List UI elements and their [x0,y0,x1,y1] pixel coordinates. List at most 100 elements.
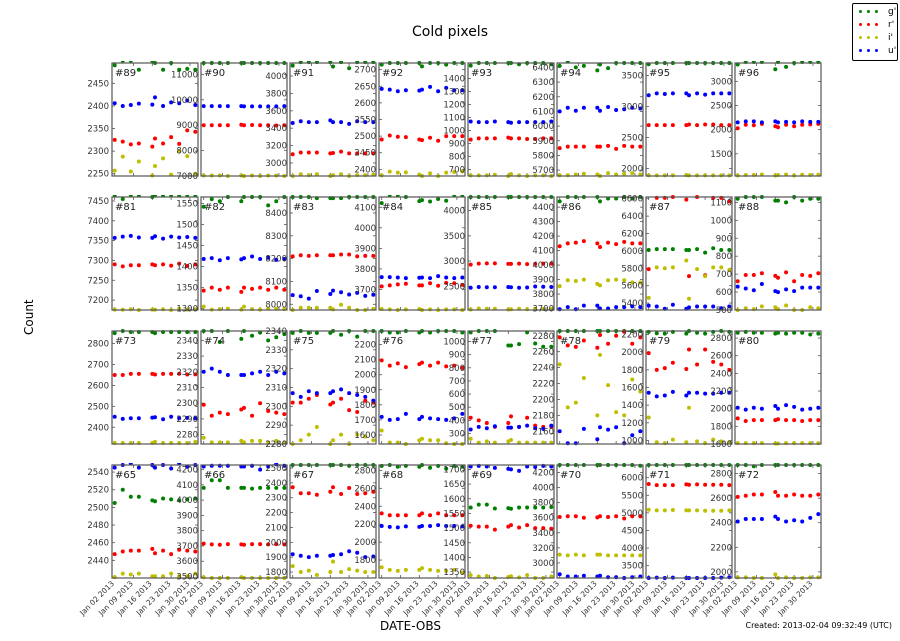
data-point [339,396,344,401]
data-point [654,331,659,336]
data-point [339,387,344,392]
data-point [217,199,222,204]
panel-id-label: #87 [649,202,670,213]
data-point [776,330,780,335]
data-point [387,275,392,280]
data-point [751,119,756,124]
data-point [177,371,182,376]
data-point [646,303,651,308]
y-tick-label: 2000 [354,371,376,381]
data-point [379,62,384,67]
data-point [598,514,602,519]
y-tick-label: 2440 [87,556,109,566]
data-point [314,150,319,155]
y-tick-label: 3000 [443,257,465,267]
data-point [314,172,319,177]
data-point [331,438,335,443]
data-point [169,263,174,268]
data-point [258,485,263,490]
y-tick-label: 8200 [265,255,287,265]
data-point [773,514,778,519]
data-point [177,547,182,552]
data-point [136,141,141,146]
data-point [606,341,611,346]
data-point [687,248,691,253]
data-point [606,240,611,245]
data-point [452,523,457,528]
panel-93: 700 800 900 1000 1100 1200 1300 1400 #93 [443,61,555,178]
data-point [533,465,538,470]
legend-marker-icon [856,44,880,57]
data-point [557,199,562,204]
y-tick-label: 2300 [176,399,198,409]
data-point [598,425,602,430]
data-point [646,351,651,356]
data-point [606,278,611,283]
data-point [242,304,246,309]
data-point [298,172,303,177]
data-point [654,394,659,399]
y-tick-label: 4000 [443,207,465,217]
data-point [565,514,570,519]
data-point [136,416,141,421]
data-point [759,281,764,286]
data-point [153,234,157,239]
data-point [533,505,538,510]
data-point [120,372,125,377]
data-point [128,572,133,577]
data-point [298,294,303,299]
y-tick-label: 6600 [621,195,643,205]
data-point [784,493,789,498]
data-point [735,196,740,201]
data-point [792,404,797,409]
data-point [444,198,449,203]
y-tick-label: 3800 [265,89,287,99]
data-point [808,273,813,278]
data-point [509,414,513,419]
data-point [630,553,635,558]
data-point [128,61,133,63]
data-point [468,573,473,578]
y-tick-label: 2400 [710,369,732,379]
data-point [727,440,732,445]
data-point [695,362,700,367]
data-point [306,305,311,310]
data-point [250,463,255,468]
data-point [711,173,716,178]
data-point [776,290,780,295]
data-point [112,500,117,505]
data-point [468,523,473,528]
data-point [328,292,333,297]
data-point [355,151,360,156]
y-tick-label: 2260 [532,348,554,358]
data-point [595,68,600,73]
y-tick-label: 300 [449,429,465,439]
panel-id-label: #83 [293,202,314,213]
data-point [776,406,780,411]
data-point [371,151,376,156]
y-tick-label: 2800 [710,334,732,344]
data-point [773,572,778,577]
data-point [573,307,578,312]
data-point [242,485,246,490]
data-point [274,438,279,443]
data-point [581,303,586,308]
panel-96: 1500 2000 2500 3000 #96 [710,61,822,178]
y-tick-label: 2400 [354,502,376,512]
data-point [557,146,562,151]
data-point [444,523,449,528]
data-point [703,250,708,255]
data-point [363,434,368,439]
y-tick-label: 2200 [710,543,732,553]
data-point [201,575,206,580]
y-tick-label: 2330 [265,346,287,356]
data-point [150,546,155,551]
data-point [719,508,724,513]
data-point [428,276,433,281]
data-point [201,104,206,109]
data-point [711,508,716,513]
data-point [476,173,481,178]
data-point [169,234,174,239]
data-point [258,401,263,406]
